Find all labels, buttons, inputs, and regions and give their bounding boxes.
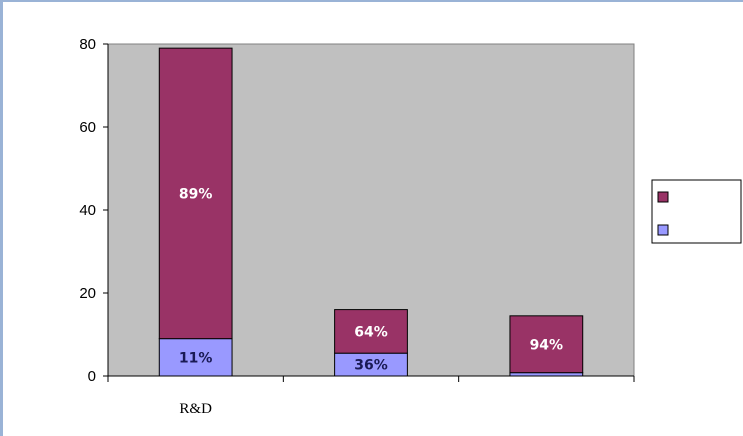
data-label: 94% xyxy=(530,337,564,353)
legend-swatch xyxy=(657,191,669,203)
y-tick-label: 20 xyxy=(79,285,96,302)
data-label: 64% xyxy=(354,324,388,340)
data-label: 89% xyxy=(179,186,213,202)
data-label: 11% xyxy=(179,350,213,366)
y-axis-ticks: 0 20 40 60 80 xyxy=(79,36,108,385)
legend xyxy=(651,179,742,244)
x-axis-ticks: R&D xyxy=(107,376,635,417)
y-tick-label: 40 xyxy=(79,202,96,219)
y-tick-label: 0 xyxy=(88,368,96,385)
bar-segment xyxy=(334,309,408,354)
bars xyxy=(158,47,584,377)
bar-segment xyxy=(158,47,233,340)
data-labels: 11% 89% 36% 64% 94% xyxy=(179,186,563,373)
y-tick-label: 60 xyxy=(79,119,96,136)
bar-segment xyxy=(509,315,584,374)
legend-swatch xyxy=(657,224,669,236)
bar-segment xyxy=(158,338,233,377)
data-label: 36% xyxy=(354,358,388,374)
x-category-label: R&D xyxy=(179,401,212,417)
y-tick-label: 80 xyxy=(79,36,96,53)
